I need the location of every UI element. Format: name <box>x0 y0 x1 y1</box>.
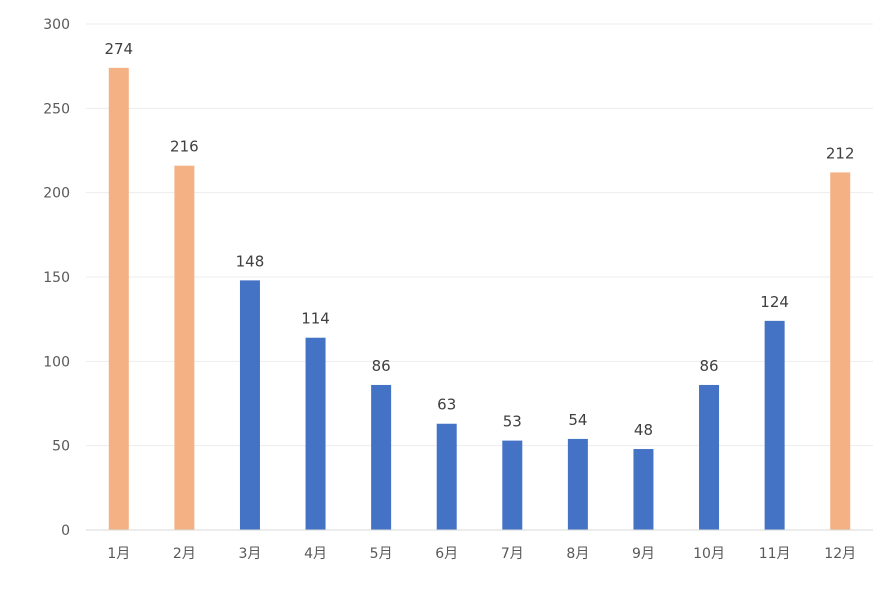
bar <box>633 449 654 530</box>
x-tick-label: 2月 <box>173 546 196 562</box>
y-tick-label: 100 <box>43 354 70 370</box>
bar <box>371 384 392 530</box>
bar <box>174 165 195 530</box>
y-tick-label: 300 <box>43 17 70 33</box>
x-tick-label: 11月 <box>759 546 791 562</box>
bar <box>764 320 785 530</box>
bars <box>108 67 851 530</box>
bar <box>436 423 457 530</box>
data-label: 63 <box>437 396 456 414</box>
data-label: 48 <box>634 421 653 439</box>
y-tick-label: 50 <box>52 439 70 455</box>
x-tick-label: 7月 <box>501 546 524 562</box>
y-axis-ticks: 0 50 100 150 200 250 300 <box>43 17 70 539</box>
bar <box>699 384 720 530</box>
data-label: 114 <box>301 310 330 328</box>
data-label: 53 <box>503 413 522 431</box>
x-tick-label: 5月 <box>370 546 393 562</box>
data-label: 124 <box>760 293 789 311</box>
gridlines <box>86 23 873 447</box>
x-tick-label: 8月 <box>566 546 589 562</box>
x-tick-label: 1月 <box>107 546 130 562</box>
y-tick-label: 200 <box>43 186 70 202</box>
data-labels: 274 216 148 114 86 63 53 54 48 86 124 212 <box>104 40 854 439</box>
y-tick-label: 0 <box>61 523 70 539</box>
x-tick-label: 10月 <box>693 546 725 562</box>
x-tick-label: 9月 <box>632 546 655 562</box>
y-tick-label: 150 <box>43 270 70 286</box>
x-tick-label: 4月 <box>304 546 327 562</box>
x-tick-label: 3月 <box>238 546 261 562</box>
y-tick-label: 250 <box>43 101 70 117</box>
bar <box>108 67 129 530</box>
bar <box>239 280 260 530</box>
bar <box>567 438 588 530</box>
bar <box>305 337 326 530</box>
data-label: 216 <box>170 138 199 156</box>
bar <box>830 172 851 530</box>
x-tick-label: 12月 <box>824 546 856 562</box>
x-tick-label: 6月 <box>435 546 458 562</box>
data-label: 86 <box>372 357 391 375</box>
data-label: 212 <box>826 144 855 162</box>
bar <box>502 440 523 530</box>
data-label: 274 <box>104 40 133 58</box>
data-label: 86 <box>699 357 718 375</box>
data-label: 148 <box>236 252 265 270</box>
data-label: 54 <box>568 411 587 429</box>
x-axis-ticks: 1月 2月 3月 4月 5月 6月 7月 8月 9月 10月 11月 12月 <box>107 546 856 562</box>
